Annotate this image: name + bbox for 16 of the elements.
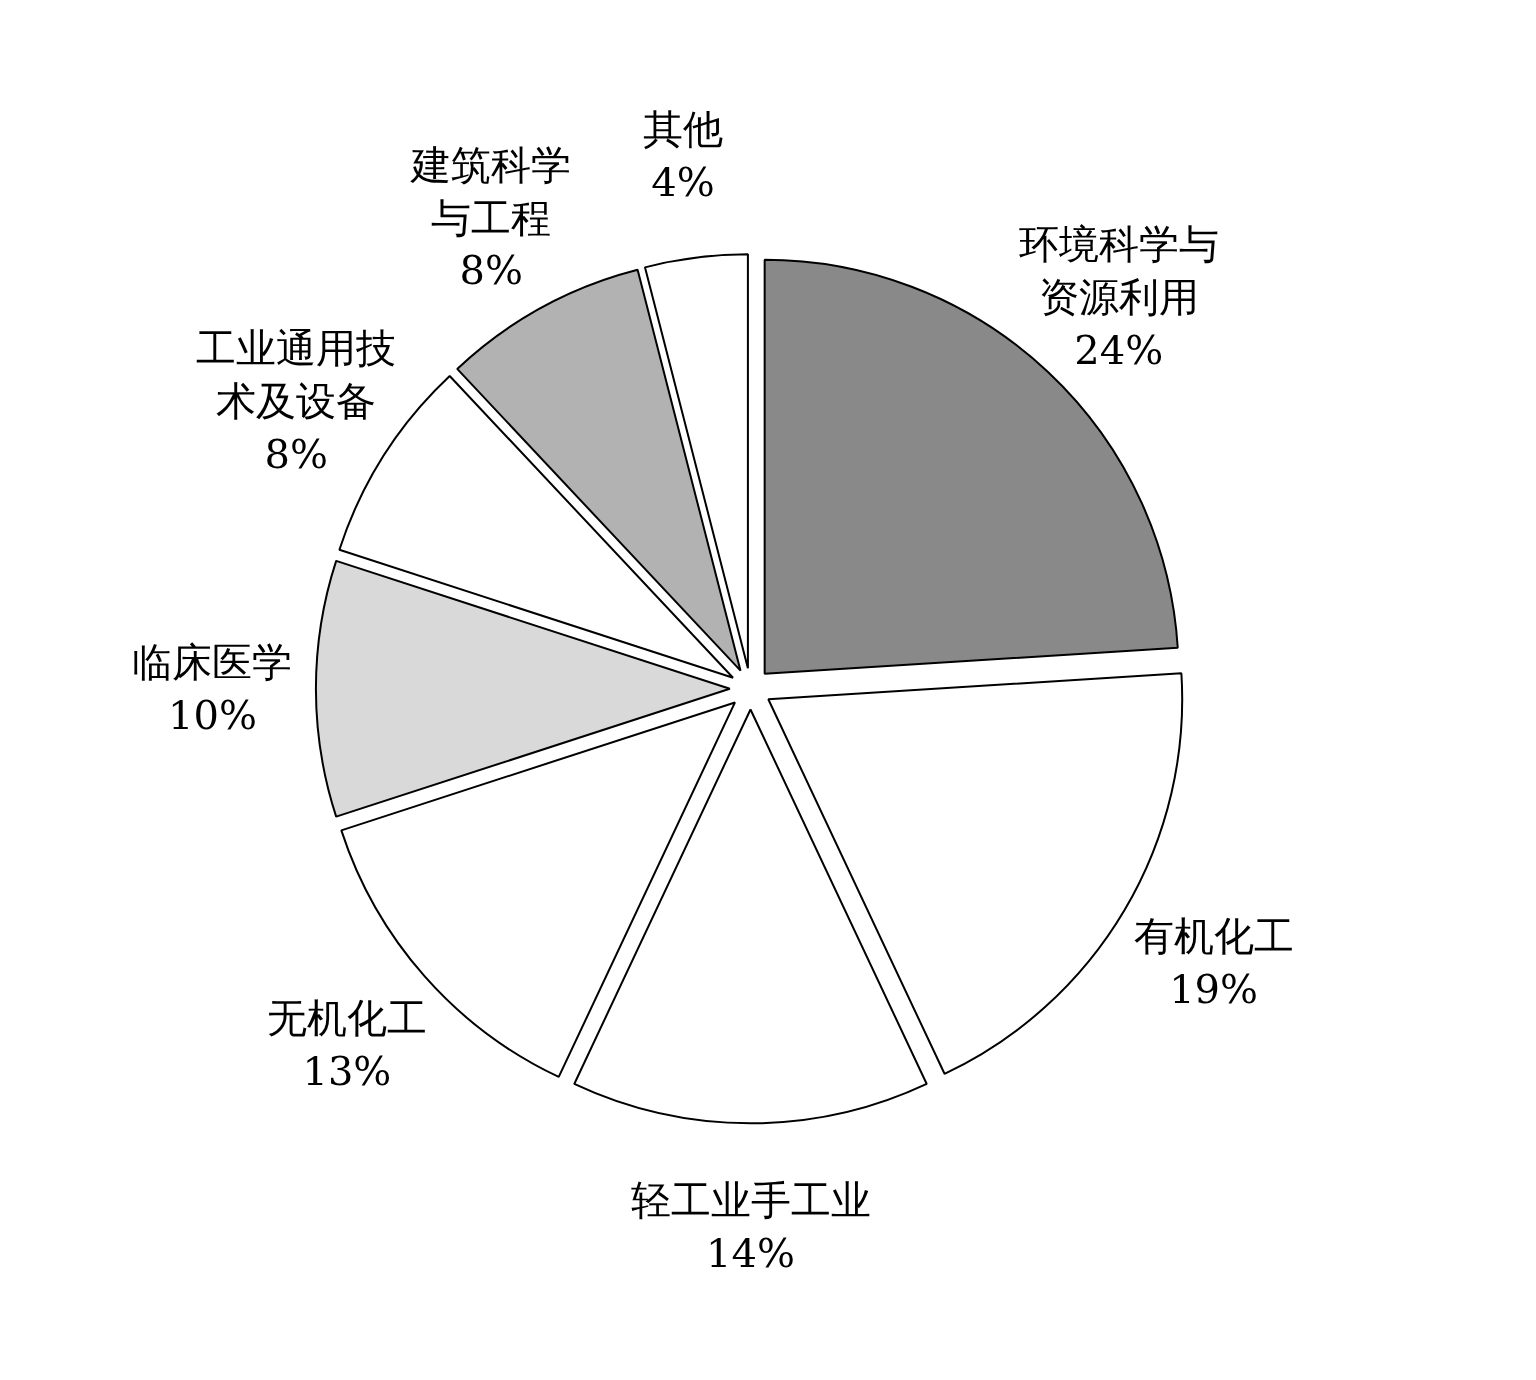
slice-label: 建筑科学与工程 [410,141,572,241]
slice-label: 其他 [643,105,724,152]
slice-label: 临床医学 [132,639,293,686]
slice-label: 有机化工 [1133,913,1294,960]
slice-label: 环境科学与资源利用 [1018,220,1219,320]
data-label: 8% [264,430,328,477]
slice-label: 轻工业手工业 [630,1177,871,1224]
data-label: 14% [706,1229,795,1276]
data-label: 10% [167,692,257,739]
slice-label: 工业通用技术及设备 [196,324,397,424]
data-label: 19% [1169,965,1259,1012]
data-label: 8% [459,247,524,294]
data-label: 13% [302,1047,392,1094]
slice-label: 无机化工 [266,994,427,1041]
data-label: 4% [651,158,715,205]
data-label: 24% [1074,326,1164,373]
